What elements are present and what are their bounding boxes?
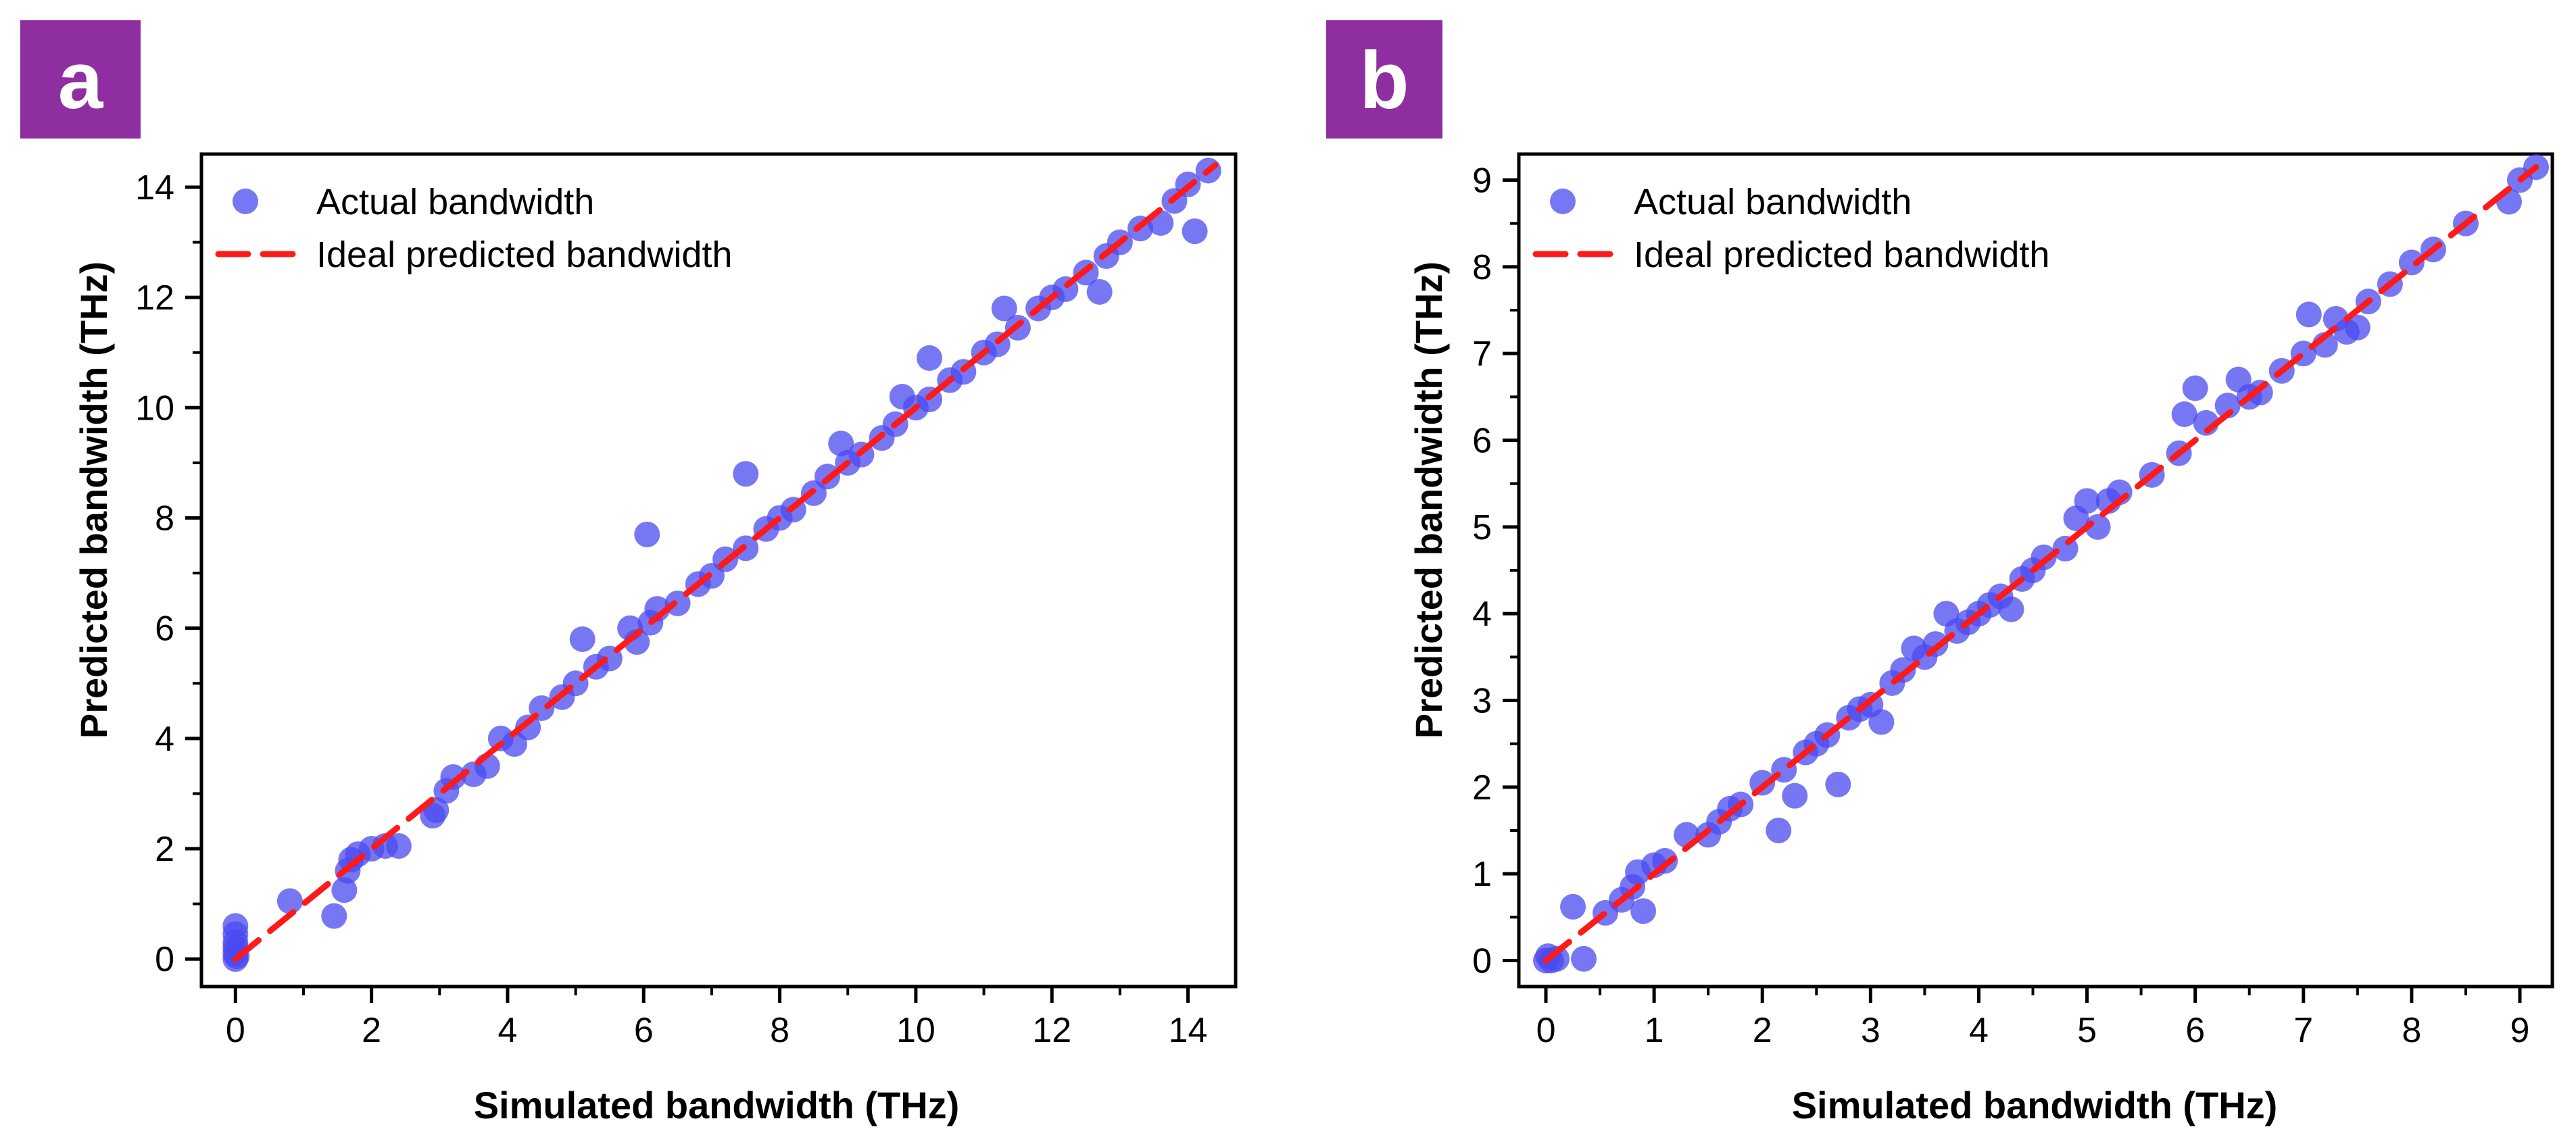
panel-a-y-tick-label: 14 [135,168,174,207]
panel-a-data-point [828,430,854,457]
panel-b-y-tick-label: 5 [1472,508,1492,547]
panel-b-legend-label-ideal: Ideal predicted bandwidth [1634,234,2049,275]
panel-b-y-tick-label: 9 [1472,161,1492,201]
panel-b-data-point [1782,782,1808,809]
panel-a-y-tick-label: 2 [155,830,174,869]
panel-b-y-tick-label: 2 [1472,768,1492,807]
panel-a-x-tick-label: 2 [362,1011,381,1050]
panel-a-badge [20,20,141,139]
panel-b-x-tick-label: 6 [2185,1011,2205,1050]
panel-b-data-point [1544,945,1570,972]
panel-a-frame [199,152,1238,989]
panel-a-data-point [569,626,596,652]
panel-a-data-point [331,877,358,903]
panel-b-data-point [1825,771,1851,797]
panel-a-data-point [917,345,943,371]
panel-b-data-point [2074,488,2100,514]
panel-b-y-tick-label: 6 [1472,422,1492,461]
panel-a-x-tick-label: 10 [896,1011,935,1050]
panel-b-legend-label-actual: Actual bandwidth [1634,182,1912,222]
panel-b-data-point [1998,596,2024,622]
panel-a-x-tick-label: 4 [497,1011,517,1050]
panel-b-y-tick-label: 3 [1472,682,1492,721]
panel-a-data-point [440,764,466,790]
panel-b-label: b [1359,35,1409,126]
panel-b-x-tick-label: 5 [2077,1011,2097,1050]
panel-a-ideal-line [232,161,1219,962]
panel-a-ylabel: Predicted bandwidth (THz) [72,262,115,739]
panel-b-data-point [2171,401,2197,427]
panel-b-legend-circle-marker-icon [1550,189,1576,214]
panel-b-y-tick-label: 8 [1472,248,1492,287]
panel-b-data-point [1868,709,1895,735]
panel-a-data-point [1182,218,1208,245]
panel-b-x-tick-label: 0 [1536,1011,1556,1050]
panel-a-legend-circle-marker-icon [233,189,258,214]
panel-b-data-point [1560,893,1586,920]
panel-a-data-point [321,903,347,929]
panel-b-y-tick-label: 4 [1472,595,1492,634]
panel-b-data-point [2295,301,2322,328]
panel-a-data-point [634,521,660,547]
panel-a-data-point [1086,278,1113,305]
panel-a-data-point [733,461,759,487]
panel-b-x-tick-label: 1 [1645,1011,1664,1050]
panel-b-x-tick-label: 7 [2293,1011,2313,1050]
panel-a-data-point [664,590,691,616]
panel-a-data-point [276,888,303,914]
panel-a-x-tick-label: 8 [770,1011,789,1050]
panel-a-y-tick-label: 10 [135,389,174,428]
panel-a-y-tick-label: 4 [155,720,174,759]
panel-b-ylabel: Predicted bandwidth (THz) [1407,262,1450,739]
panel-a-x-tick-label: 12 [1032,1011,1071,1050]
panel-b-data-point [2182,375,2208,401]
panel-b-y-tick-label: 1 [1472,855,1492,894]
panel-b-data-point [1571,945,1597,972]
panel-b-x-tick-label: 8 [2402,1011,2421,1050]
panel-a-label: a [58,35,104,126]
panel-a-y-tick-label: 12 [135,278,174,318]
panel-a-data-point [991,295,1017,322]
panel-b-y-tick-label: 0 [1472,942,1492,981]
panel-b-badge [1326,20,1442,139]
panel-a-y-tick-label: 6 [155,610,174,649]
panel-b-data-point [1766,818,1792,843]
panel-a-plot: 0 2 4 6 8 10 12 14 0 2 4 6 8 10 12 14 Actual bandwidth Id… [135,152,1238,1050]
panel-b-xlabel: Simulated bandwidth (THz) [1792,1084,2278,1126]
panel-a-data-point [385,832,412,859]
panel-a-x-tick-label: 0 [226,1011,245,1050]
panel-b-x-tick-label: 2 [1753,1011,1772,1050]
panel-a-legend-label-ideal: Ideal predicted bandwidth [316,234,732,275]
panel-b-data-point [2344,314,2371,341]
panel-a: a Predicted bandwidth (THz) Simulated ba… [20,20,1238,1126]
panel-b-data-point [2214,393,2241,419]
panel-a-xlabel: Simulated bandwidth (THz) [474,1084,960,1126]
panel-b-data-point [2398,249,2425,276]
panel-a-x-tick-label: 14 [1169,1011,1208,1050]
panel-b-ideal-line [1542,164,2539,964]
panel-a-y-tick-label: 8 [155,499,174,538]
panel-b: b Predicted bandwidth (THz) Simulated ba… [1326,20,2554,1126]
panel-b-plot: 0 1 2 3 4 5 6 7 8 9 0 1 2 3 4 5 6 7 8 9 Actual bandwidth Idea… [1472,152,2554,1050]
panel-a-data-point [515,714,541,741]
panel-b-data-point [1630,898,1657,924]
panel-b-y-tick-label: 7 [1472,334,1492,374]
panel-a-y-tick-label: 0 [155,940,174,979]
panel-b-x-tick-label: 4 [1969,1011,1989,1050]
panel-a-legend-label-actual: Actual bandwidth [316,182,594,222]
panel-a-x-tick-label: 6 [634,1011,654,1050]
panel-b-x-tick-label: 3 [1861,1011,1880,1050]
panel-b-x-tick-label: 9 [2510,1011,2530,1050]
